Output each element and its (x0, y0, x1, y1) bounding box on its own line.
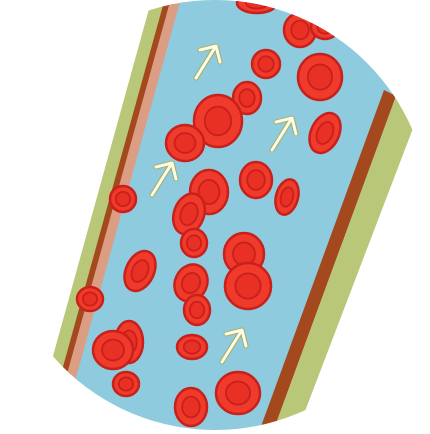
red-blood-cell-icon (171, 192, 207, 236)
red-blood-cell-icon (182, 293, 212, 327)
red-blood-cell-icon (111, 370, 141, 398)
red-blood-cells (75, 0, 344, 428)
red-blood-cell-icon (223, 261, 273, 311)
vessel-wall-right (256, 90, 420, 430)
red-blood-cell-icon (250, 48, 282, 80)
vessel-wall-right-muscle-layer (256, 90, 396, 430)
arrow-up-right-icon (193, 43, 223, 81)
red-blood-cell-icon (274, 178, 300, 216)
red-blood-cell-icon (91, 329, 135, 371)
red-blood-cell-icon (179, 227, 209, 259)
vessel-wall-right-outer-layer (270, 96, 420, 430)
red-blood-cell-icon (75, 285, 105, 313)
red-blood-cell-icon (192, 93, 244, 149)
red-blood-cell-icon (108, 184, 138, 214)
red-blood-cell-icon (235, 0, 279, 15)
arrow-up-right-icon (219, 327, 249, 365)
red-blood-cell-icon (173, 263, 209, 303)
arrow-up-right-icon (149, 160, 179, 198)
red-blood-cell-icon (309, 13, 341, 41)
blood-plasma-lumen (56, 0, 430, 430)
red-blood-cell-icon (238, 160, 274, 200)
blood-flow-arrows (149, 43, 299, 365)
red-blood-cell-icon (231, 80, 263, 116)
red-blood-cell-icon (123, 249, 157, 293)
red-blood-cell-icon (173, 386, 209, 428)
red-blood-cell-icon (214, 370, 262, 416)
red-blood-cell-icon (296, 52, 344, 102)
red-blood-cell-icon (308, 111, 342, 155)
arrow-up-right-icon (269, 115, 299, 153)
red-blood-cell-icon (175, 333, 209, 361)
red-blood-cell-icon (164, 123, 206, 163)
